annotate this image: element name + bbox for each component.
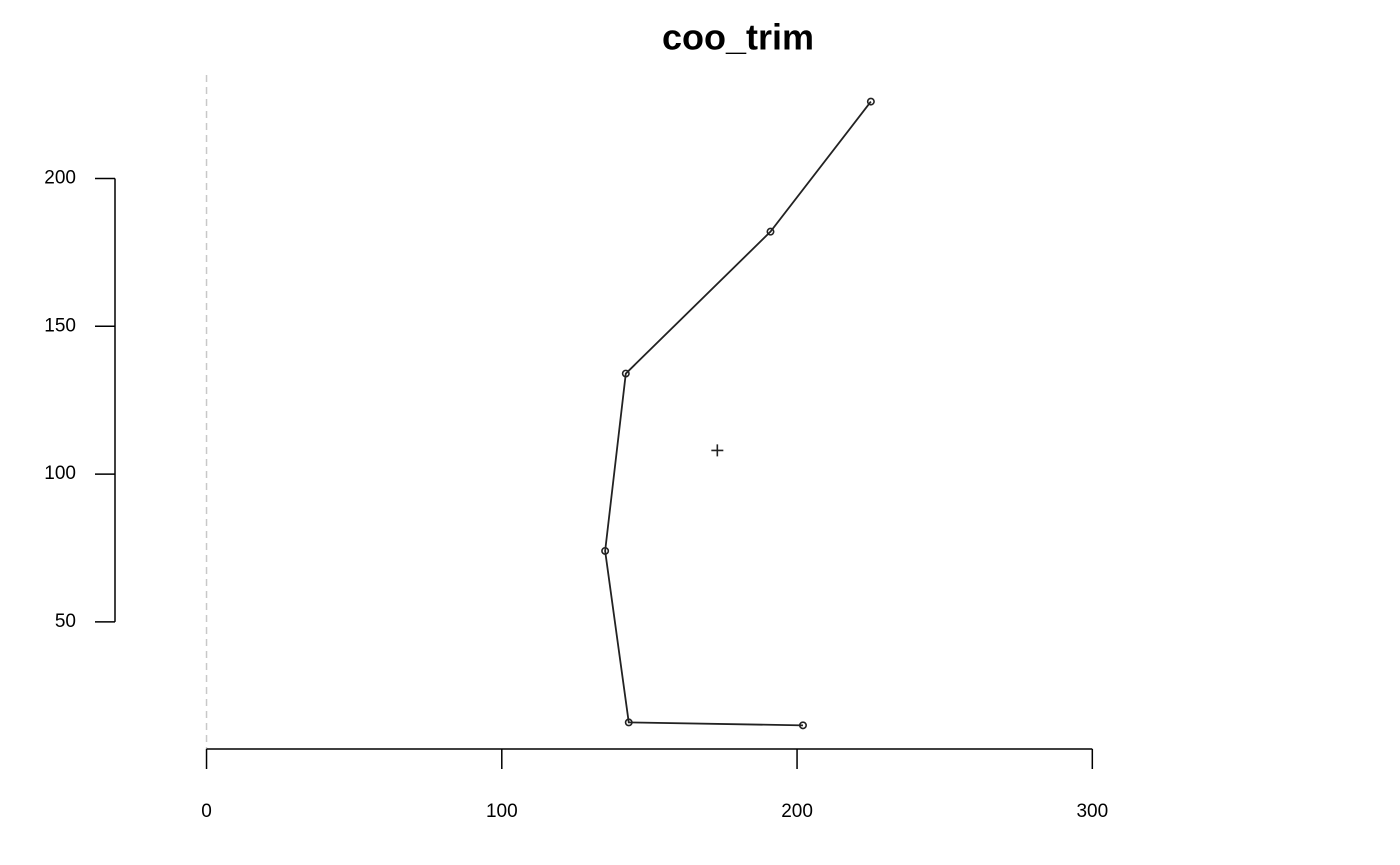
x-tick-label: 300 [1076, 801, 1108, 822]
chart-title: coo_trim [662, 17, 814, 58]
point [798, 721, 807, 730]
point [621, 369, 630, 378]
y-tick-label: 200 [44, 167, 76, 188]
point [766, 227, 775, 236]
point [624, 718, 633, 727]
x-tick-label: 0 [201, 801, 212, 822]
y-tick-label: 150 [44, 315, 76, 336]
shape-outline [604, 101, 872, 727]
point [601, 546, 610, 555]
y-tick-label: 50 [55, 611, 76, 632]
centroid [711, 444, 724, 457]
y-tick-label: 100 [44, 463, 76, 484]
x-tick-label: 100 [486, 801, 518, 822]
point [866, 97, 875, 106]
x-tick-label: 200 [781, 801, 813, 822]
